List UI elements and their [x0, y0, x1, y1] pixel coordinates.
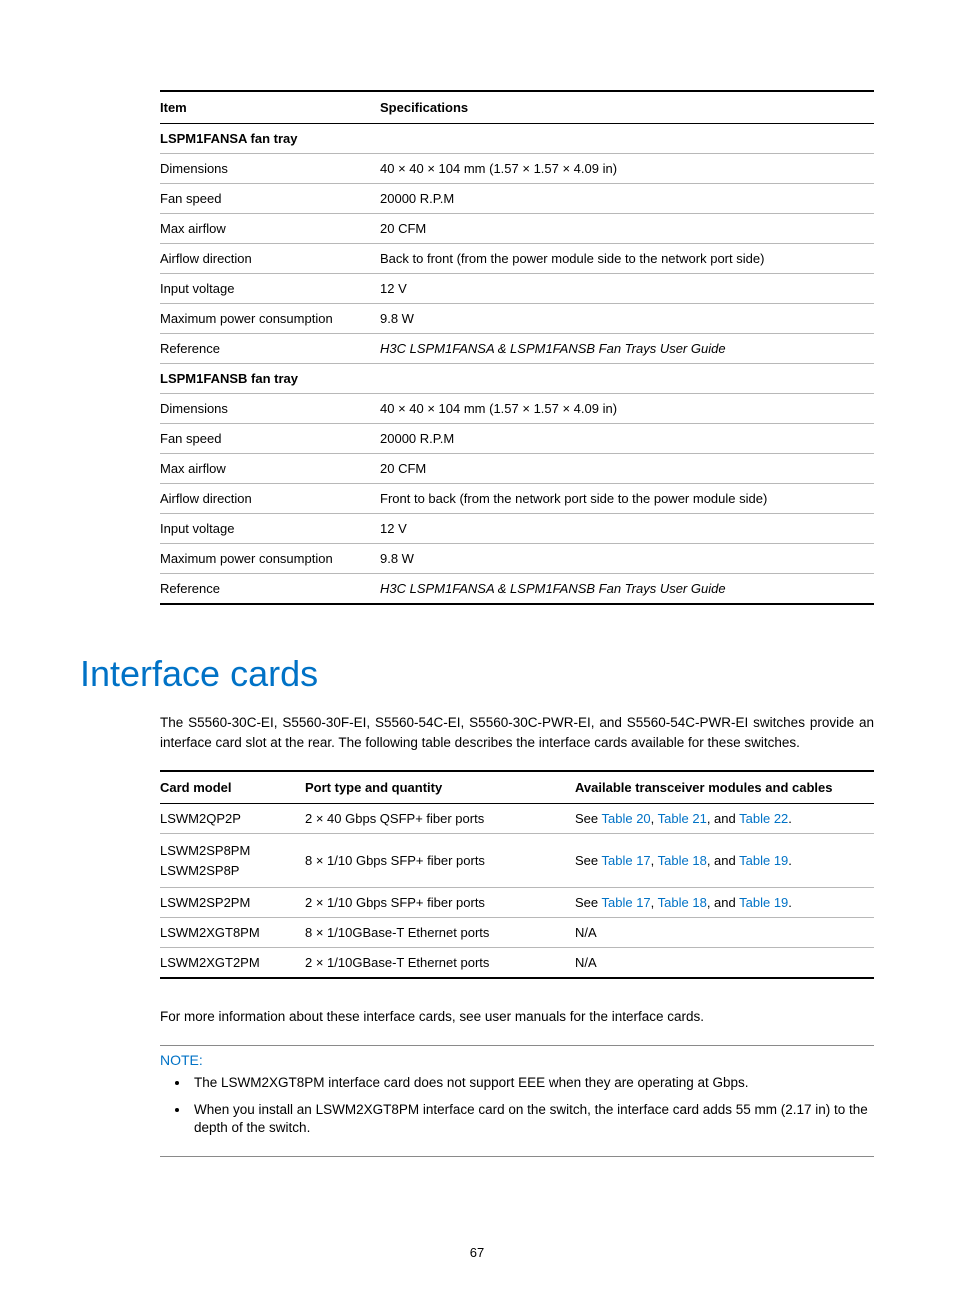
note-label: NOTE: [160, 1052, 874, 1068]
spec-value: Front to back (from the network port sid… [380, 484, 874, 514]
port-type: 2 × 1/10 Gbps SFP+ fiber ports [305, 888, 575, 918]
spec-item: Airflow direction [160, 244, 380, 274]
available-modules: See Table 17, Table 18, and Table 19. [575, 834, 874, 888]
spec-value: 40 × 40 × 104 mm (1.57 × 1.57 × 4.09 in) [380, 154, 874, 184]
table-link[interactable]: Table 19 [739, 853, 788, 868]
spec-item: Reference [160, 574, 380, 605]
page-number: 67 [0, 1245, 954, 1260]
spec-item: Max airflow [160, 454, 380, 484]
col-port-type: Port type and quantity [305, 771, 575, 804]
table-header-row: Card model Port type and quantity Availa… [160, 771, 874, 804]
table-row: ReferenceH3C LSPM1FANSA & LSPM1FANSB Fan… [160, 334, 874, 364]
fan-tray-spec-table: Item Specifications LSPM1FANSA fan trayD… [160, 90, 874, 605]
col-card-model: Card model [160, 771, 305, 804]
col-item: Item [160, 91, 380, 124]
table-row: Dimensions40 × 40 × 104 mm (1.57 × 1.57 … [160, 154, 874, 184]
table-row: Airflow directionBack to front (from the… [160, 244, 874, 274]
spec-value: 20000 R.P.M [380, 184, 874, 214]
table-row: Airflow directionFront to back (from the… [160, 484, 874, 514]
interface-cards-table: Card model Port type and quantity Availa… [160, 770, 874, 979]
note-item: The LSWM2XGT8PM interface card does not … [190, 1074, 874, 1093]
card-model: LSWM2XGT2PM [160, 948, 305, 979]
table-header-row: Item Specifications [160, 91, 874, 124]
spec-value: 40 × 40 × 104 mm (1.57 × 1.57 × 4.09 in) [380, 394, 874, 424]
spec-item: Max airflow [160, 214, 380, 244]
spec-value: 9.8 W [380, 544, 874, 574]
table-link[interactable]: Table 17 [602, 895, 651, 910]
table-row: Maximum power consumption9.8 W [160, 544, 874, 574]
table-link[interactable]: Table 22 [739, 811, 788, 826]
table-row: LSWM2XGT2PM2 × 1/10GBase-T Ethernet port… [160, 948, 874, 979]
spec-item: Fan speed [160, 184, 380, 214]
table-row: Maximum power consumption9.8 W [160, 304, 874, 334]
table-link[interactable]: Table 18 [658, 895, 707, 910]
note-list: The LSWM2XGT8PM interface card does not … [160, 1074, 874, 1139]
port-type: 8 × 1/10 Gbps SFP+ fiber ports [305, 834, 575, 888]
spec-item: Airflow direction [160, 484, 380, 514]
spec-item: Dimensions [160, 154, 380, 184]
col-available: Available transceiver modules and cables [575, 771, 874, 804]
table-link[interactable]: Table 17 [602, 853, 651, 868]
table-row: Dimensions40 × 40 × 104 mm (1.57 × 1.57 … [160, 394, 874, 424]
spec-item: Input voltage [160, 274, 380, 304]
intro-paragraph: The S5560-30C-EI, S5560-30F-EI, S5560-54… [160, 713, 874, 752]
spec-value: 12 V [380, 514, 874, 544]
spec-value: Back to front (from the power module sid… [380, 244, 874, 274]
spec-section-title: LSPM1FANSB fan tray [160, 364, 874, 394]
spec-value: 20000 R.P.M [380, 424, 874, 454]
spec-value: 20 CFM [380, 214, 874, 244]
table-link[interactable]: Table 21 [658, 811, 707, 826]
table-row: Input voltage12 V [160, 514, 874, 544]
spec-value: 20 CFM [380, 454, 874, 484]
after-table-paragraph: For more information about these interfa… [160, 1007, 874, 1027]
available-modules: See Table 17, Table 18, and Table 19. [575, 888, 874, 918]
card-model: LSWM2SP8PMLSWM2SP8P [160, 834, 305, 888]
table-link[interactable]: Table 19 [739, 895, 788, 910]
spec-value: 12 V [380, 274, 874, 304]
table-row: LSWM2SP8PMLSWM2SP8P8 × 1/10 Gbps SFP+ fi… [160, 834, 874, 888]
spec-section-title: LSPM1FANSA fan tray [160, 124, 874, 154]
available-modules: N/A [575, 948, 874, 979]
page: Item Specifications LSPM1FANSA fan trayD… [0, 0, 954, 1294]
table-row: Fan speed20000 R.P.M [160, 184, 874, 214]
port-type: 8 × 1/10GBase-T Ethernet ports [305, 918, 575, 948]
table-row: ReferenceH3C LSPM1FANSA & LSPM1FANSB Fan… [160, 574, 874, 605]
table-row: LSWM2XGT8PM8 × 1/10GBase-T Ethernet port… [160, 918, 874, 948]
card-model: LSWM2XGT8PM [160, 918, 305, 948]
card-model: LSWM2SP2PM [160, 888, 305, 918]
table-row: Fan speed20000 R.P.M [160, 424, 874, 454]
port-type: 2 × 40 Gbps QSFP+ fiber ports [305, 804, 575, 834]
available-modules: N/A [575, 918, 874, 948]
spec-item: Dimensions [160, 394, 380, 424]
spec-item: Fan speed [160, 424, 380, 454]
table-link[interactable]: Table 18 [658, 853, 707, 868]
table-row: LSWM2QP2P2 × 40 Gbps QSFP+ fiber portsSe… [160, 804, 874, 834]
card-model: LSWM2QP2P [160, 804, 305, 834]
port-type: 2 × 1/10GBase-T Ethernet ports [305, 948, 575, 979]
table-row: Max airflow20 CFM [160, 214, 874, 244]
spec-item: Input voltage [160, 514, 380, 544]
col-specifications: Specifications [380, 91, 874, 124]
spec-item: Reference [160, 334, 380, 364]
section-heading: Interface cards [80, 653, 874, 695]
spec-item: Maximum power consumption [160, 304, 380, 334]
note-box: NOTE: The LSWM2XGT8PM interface card doe… [160, 1045, 874, 1158]
spec-reference: H3C LSPM1FANSA & LSPM1FANSB Fan Trays Us… [380, 574, 874, 605]
spec-item: Maximum power consumption [160, 544, 380, 574]
table-link[interactable]: Table 20 [602, 811, 651, 826]
content-area: Item Specifications LSPM1FANSA fan trayD… [160, 90, 874, 1157]
table-row: Max airflow20 CFM [160, 454, 874, 484]
table-row: Input voltage12 V [160, 274, 874, 304]
note-item: When you install an LSWM2XGT8PM interfac… [190, 1101, 874, 1139]
table-row: LSWM2SP2PM2 × 1/10 Gbps SFP+ fiber ports… [160, 888, 874, 918]
available-modules: See Table 20, Table 21, and Table 22. [575, 804, 874, 834]
spec-value: 9.8 W [380, 304, 874, 334]
spec-reference: H3C LSPM1FANSA & LSPM1FANSB Fan Trays Us… [380, 334, 874, 364]
